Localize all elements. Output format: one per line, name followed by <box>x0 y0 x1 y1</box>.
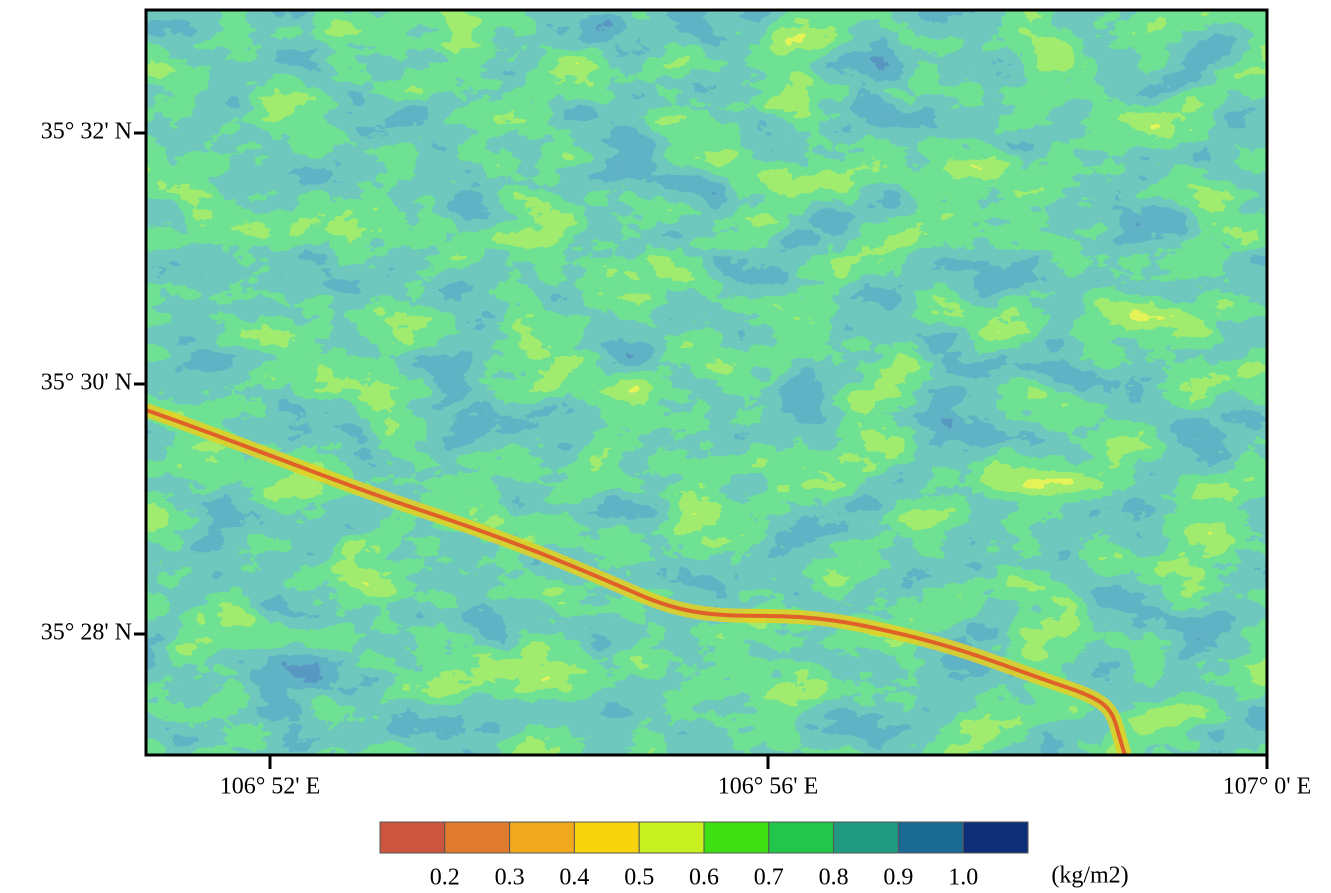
colorbar-label: 0.8 <box>819 865 849 891</box>
x-tick-label: 106° 52' E <box>220 774 321 800</box>
colorbar-label: 0.3 <box>495 865 525 891</box>
colorbar-swatch <box>445 822 510 853</box>
map-figure: 35° 32' N 35° 30' N 35° 28' N 106° 52' E 106… <box>0 0 1331 893</box>
colorbar-swatch <box>510 822 575 853</box>
x-tick-label: 107° 0' E <box>1223 774 1312 800</box>
colorbar-swatch <box>834 822 899 853</box>
colorbar-swatch <box>898 822 963 853</box>
colorbar-label: 0.2 <box>430 865 460 891</box>
colorbar-label: 0.7 <box>754 865 784 891</box>
colorbar-swatch <box>963 822 1028 853</box>
colorbar-swatch <box>769 822 834 853</box>
colorbar-label: 0.4 <box>559 865 589 891</box>
colorbar-label: 0.5 <box>624 865 654 891</box>
raster <box>146 10 1267 755</box>
colorbar-swatch <box>639 822 704 853</box>
colorbar-swatch <box>380 822 445 853</box>
y-tick-label: 35° 32' N <box>41 119 132 145</box>
x-tick-label: 106° 56' E <box>718 774 819 800</box>
colorbar-label: 1.0 <box>948 865 978 891</box>
colorbar-label: 0.6 <box>689 865 719 891</box>
colorbar-swatch <box>574 822 639 853</box>
colorbar: 0.2 0.3 0.4 0.5 0.6 0.7 0.8 0.9 1.0 (kg/m2) <box>380 822 1129 891</box>
colorbar-unit: (kg/m2) <box>1051 863 1128 889</box>
raster-field <box>146 10 1267 755</box>
colorbar-swatch <box>704 822 769 853</box>
y-tick-label: 35° 30' N <box>41 370 132 396</box>
y-tick-label: 35° 28' N <box>41 620 132 646</box>
colorbar-label: 0.9 <box>883 865 913 891</box>
